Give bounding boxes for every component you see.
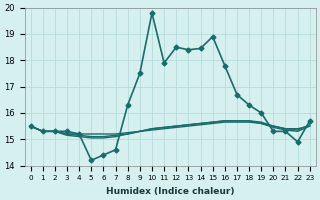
X-axis label: Humidex (Indice chaleur): Humidex (Indice chaleur) bbox=[106, 187, 235, 196]
